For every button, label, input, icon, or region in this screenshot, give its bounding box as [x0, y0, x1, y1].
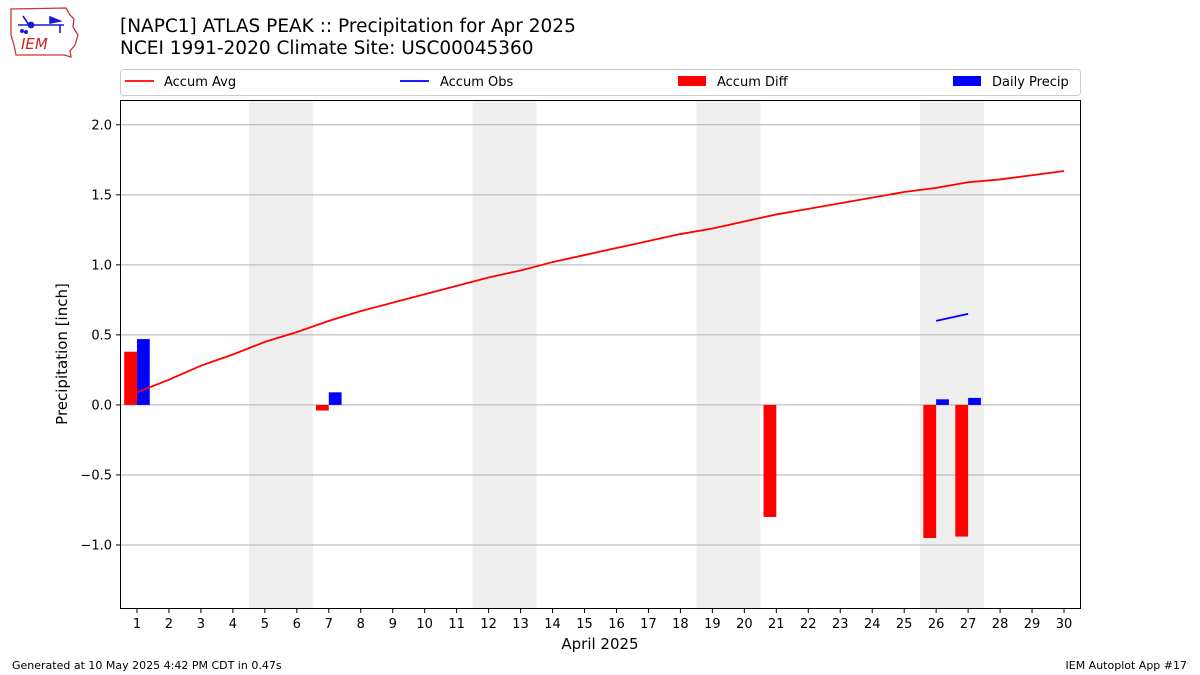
x-tick-label: 30	[1056, 617, 1073, 632]
y-tick-label: −1.0	[80, 538, 112, 553]
legend: Accum Avg Accum Obs Accum Diff Daily Pre…	[120, 69, 1081, 96]
x-tick-label: 29	[1024, 617, 1041, 632]
x-tick-label: 3	[197, 617, 205, 632]
x-tick-label: 23	[832, 617, 849, 632]
legend-label-accum-diff: Accum Diff	[717, 75, 789, 90]
x-tick-label: 25	[896, 617, 913, 632]
x-tick-label: 19	[704, 617, 721, 632]
x-tick-label: 7	[325, 617, 333, 632]
x-tick-label: 18	[672, 617, 689, 632]
daily-precip-bar	[328, 392, 342, 405]
y-tick-label: 1.0	[91, 258, 112, 273]
x-tick-label: 4	[229, 617, 237, 632]
x-axis-label: April 2025	[561, 635, 638, 653]
x-tick-label: 13	[512, 617, 529, 632]
x-tick-label: 28	[992, 617, 1009, 632]
accum-obs-line	[935, 313, 969, 322]
x-tick-label: 5	[261, 617, 269, 632]
x-tick-label: 21	[768, 617, 785, 632]
accum-diff-bar	[315, 404, 329, 411]
x-tick-label: 2	[165, 617, 173, 632]
chart-title: [NAPC1] ATLAS PEAK :: Precipitation for …	[120, 16, 576, 60]
x-tick-label: 11	[448, 617, 465, 632]
x-tick-label: 12	[480, 617, 497, 632]
accum-diff-bar	[124, 351, 137, 405]
x-tick-label: 10	[416, 617, 433, 632]
x-tick-label: 24	[864, 617, 881, 632]
daily-precip-bar	[968, 397, 981, 405]
x-tick-label: 20	[736, 617, 753, 632]
y-axis: −1.0 −0.5 0.0 0.5 1.0 1.5 2.0	[80, 118, 121, 553]
chart-title-line2: NCEI 1991-2020 Climate Site: USC00045360	[120, 38, 534, 59]
daily-precip-bar	[936, 399, 949, 405]
weather-station-icon	[18, 15, 64, 34]
x-tick-label: 8	[357, 617, 365, 632]
weekend-band-2	[472, 101, 537, 608]
legend-box	[120, 69, 1081, 96]
iem-logo: IEM	[10, 7, 79, 58]
plot-frame	[120, 100, 1081, 609]
y-tick-label: 0.5	[91, 328, 112, 343]
accum-diff-bar	[923, 404, 937, 538]
x-tick-label: 14	[544, 617, 561, 632]
bar-series	[124, 339, 981, 538]
chart-title-line1: [NAPC1] ATLAS PEAK :: Precipitation for …	[120, 16, 576, 37]
x-tick-label: 6	[293, 617, 301, 632]
accum-diff-bar	[955, 404, 969, 537]
autoplot-app-label: IEM Autoplot App #17	[1065, 659, 1188, 672]
x-tick-label: 17	[640, 617, 657, 632]
legend-swatch-daily-precip	[953, 76, 981, 86]
x-tick-label: 27	[960, 617, 977, 632]
iowa-map-outline	[10, 7, 79, 58]
y-tick-label: 2.0	[91, 118, 112, 133]
x-tick-label: 16	[608, 617, 625, 632]
weekend-shading	[248, 101, 985, 608]
weekend-band-3	[696, 101, 761, 608]
generated-timestamp: Generated at 10 May 2025 4:42 PM CDT in …	[12, 659, 282, 672]
accum-diff-bar	[763, 404, 777, 517]
y-tick-label: 1.5	[91, 188, 112, 203]
accum-avg-line	[136, 170, 1065, 394]
legend-label-accum-avg: Accum Avg	[164, 75, 236, 90]
x-tick-label: 26	[928, 617, 945, 632]
legend-label-daily-precip: Daily Precip	[992, 75, 1069, 90]
x-tick-label: 15	[576, 617, 593, 632]
weekend-band-1	[248, 101, 313, 608]
daily-precip-bar	[136, 339, 150, 405]
x-tick-label: 9	[389, 617, 397, 632]
y-tick-label: 0.0	[91, 398, 112, 413]
y-gridlines	[121, 124, 1080, 546]
x-tick-label: 22	[800, 617, 817, 632]
x-axis: 1 2 3 4 5 6 7 8 9 10 11 12 13 14 15 16 17 18 19 20 21 22 23 24 2…	[133, 608, 1072, 632]
legend-swatch-accum-diff	[678, 76, 706, 86]
line-series	[136, 170, 1065, 394]
y-tick-label: −0.5	[80, 468, 112, 483]
iem-logo-text: IEM	[21, 35, 48, 53]
legend-label-accum-obs: Accum Obs	[440, 75, 513, 90]
x-tick-label: 1	[133, 617, 141, 632]
y-axis-label: Precipitation [inch]	[53, 283, 71, 425]
weekend-band-4	[920, 101, 985, 608]
